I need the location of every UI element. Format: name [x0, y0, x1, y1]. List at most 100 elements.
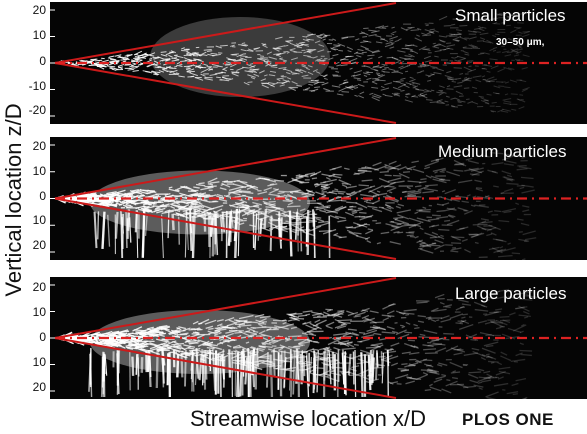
particle-streak — [124, 192, 134, 196]
particle-streak — [165, 66, 173, 69]
particle-streak — [501, 170, 512, 175]
particle-streak — [389, 46, 395, 49]
settling-streak — [376, 350, 379, 368]
particle-streak — [446, 88, 454, 90]
particle-streak — [406, 27, 413, 31]
particle-streak — [109, 62, 118, 65]
particle-streak — [440, 196, 453, 202]
particle-streak — [509, 13, 518, 16]
particle-streak — [341, 182, 349, 185]
particle-streak — [422, 206, 427, 210]
particle-streak — [405, 44, 410, 47]
particle-streak — [324, 74, 328, 77]
particle-streak — [140, 345, 146, 348]
particle-streak — [409, 78, 416, 83]
particle-streak — [412, 95, 419, 98]
settling-streak — [102, 352, 106, 398]
particle-streak — [440, 315, 450, 320]
particle-streak — [323, 208, 339, 214]
particle-streak — [328, 191, 338, 195]
particle-streak — [195, 203, 203, 207]
particle-streak — [480, 99, 490, 104]
particle-streak — [484, 52, 490, 55]
particle-streak — [321, 35, 328, 39]
particle-streak — [436, 210, 445, 213]
settling-streak — [347, 353, 352, 376]
particle-streak — [120, 339, 130, 344]
particle-streak — [329, 214, 340, 220]
particle-streak — [345, 55, 349, 58]
particle-streak — [324, 77, 328, 80]
particle-streak — [86, 198, 96, 203]
particle-streak — [373, 66, 382, 68]
particle-streak — [409, 377, 422, 380]
particle-streak — [301, 332, 309, 336]
particle-streak — [219, 341, 224, 345]
particle-streak — [312, 324, 319, 327]
particle-streak — [111, 330, 120, 334]
settling-streak — [171, 213, 175, 231]
particle-streak — [334, 188, 339, 191]
particle-streak — [337, 319, 352, 322]
particle-streak — [444, 188, 456, 195]
particle-streak — [278, 45, 286, 48]
settling-streak — [367, 354, 372, 391]
particle-streak — [445, 380, 458, 387]
particle-streak — [453, 169, 464, 172]
particle-streak — [158, 70, 165, 73]
particle-streak — [420, 248, 434, 254]
particle-streak — [432, 214, 441, 217]
particle-streak — [160, 326, 171, 331]
particle-streak — [154, 66, 159, 69]
particle-streak — [434, 347, 447, 353]
particle-streak — [492, 238, 504, 242]
particle-streak — [426, 30, 435, 35]
particle-streak — [372, 324, 387, 331]
particle-streak — [130, 188, 140, 192]
particle-streak — [76, 339, 81, 341]
particle-streak — [295, 174, 309, 179]
particle-streak — [204, 319, 217, 325]
particle-streak — [233, 59, 243, 62]
particle-streak — [362, 36, 368, 38]
particle-streak — [387, 164, 402, 172]
particle-streak — [318, 44, 325, 47]
particle-streak — [359, 331, 366, 334]
particle-streak — [163, 65, 171, 70]
particle-streak — [436, 203, 444, 206]
particle-streak — [124, 57, 129, 60]
particle-streak — [442, 64, 447, 66]
particle-streak — [363, 199, 369, 203]
particle-streak — [192, 320, 199, 325]
particle-streak — [477, 368, 485, 372]
particle-streak — [503, 102, 512, 105]
particle-streak — [207, 66, 212, 69]
particle-streak — [491, 162, 504, 166]
particle-streak — [118, 66, 123, 70]
particle-streak — [132, 70, 139, 72]
cone-line-lower — [54, 197, 397, 260]
particle-streak — [180, 47, 185, 50]
particle-streak — [246, 63, 255, 68]
particle-streak — [294, 69, 304, 74]
particle-streak — [211, 53, 221, 57]
particle-streak — [410, 29, 419, 32]
particle-streak — [497, 376, 504, 380]
particle-streak — [453, 85, 463, 88]
particle-streak — [417, 320, 425, 323]
particle-streak — [289, 47, 296, 51]
settling-streak — [114, 211, 119, 239]
particle-core — [150, 17, 330, 97]
particle-streak — [519, 46, 523, 49]
particle-streak — [462, 313, 468, 316]
particle-streak — [395, 80, 404, 83]
particle-streak — [488, 78, 497, 82]
particle-streak — [371, 30, 380, 34]
particle-streak — [176, 61, 181, 65]
particle-streak — [391, 92, 401, 97]
particle-streak — [464, 79, 472, 82]
particle-streak — [320, 181, 327, 184]
particle-streak — [368, 33, 377, 37]
particle-streak — [474, 27, 482, 30]
particle-streak — [420, 178, 427, 181]
